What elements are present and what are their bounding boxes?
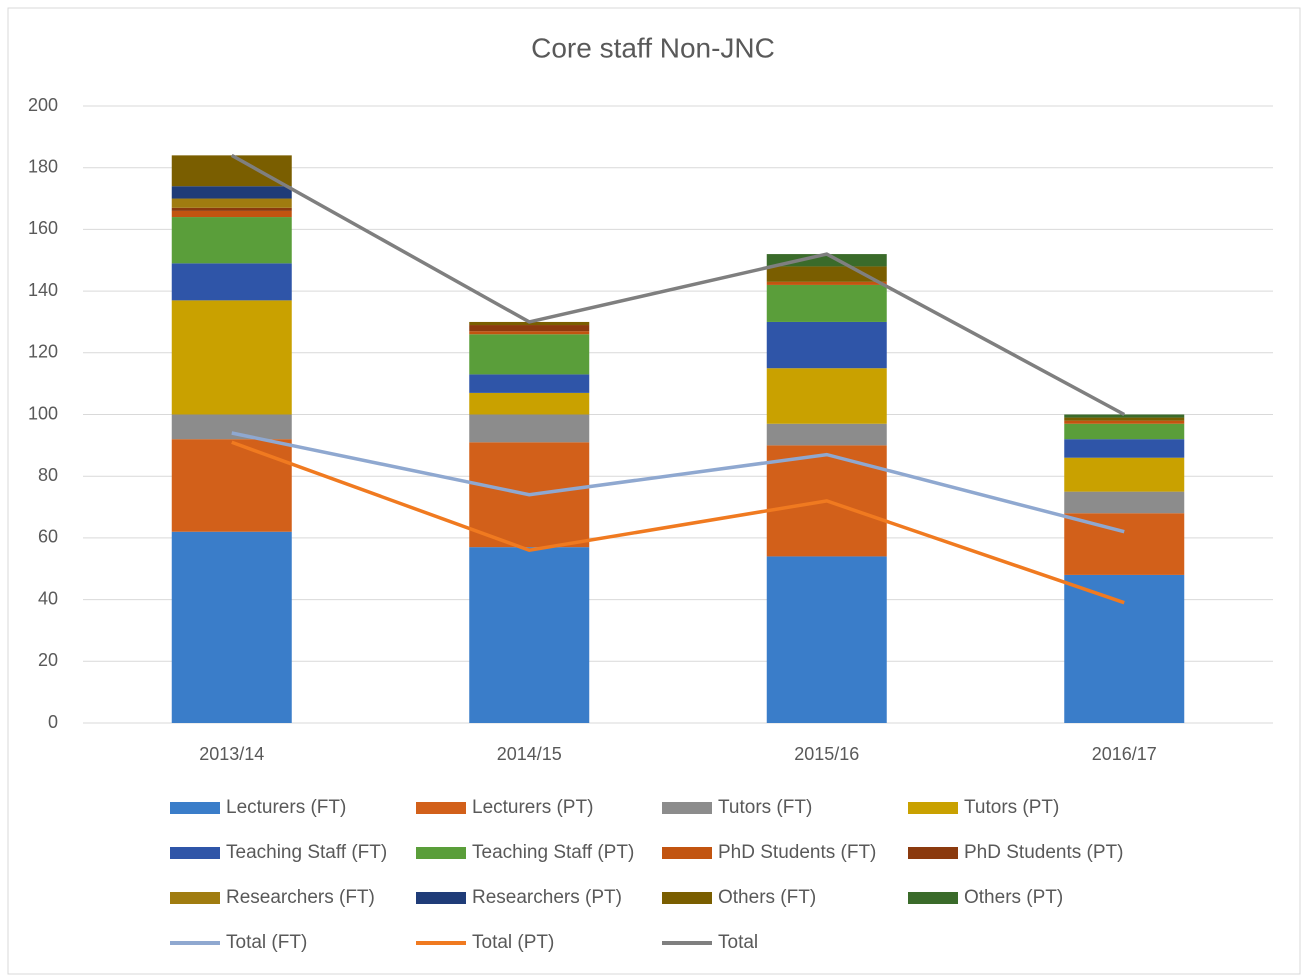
bar-segment [766,254,887,267]
bar-segment [469,374,590,393]
bar-segment [171,217,292,264]
legend-label: Tutors (FT) [718,797,812,818]
y-tick-label: 140 [28,280,58,300]
y-tick-label: 40 [38,588,58,608]
legend-label: Lecturers (FT) [226,797,346,818]
bar-segment [766,281,887,285]
legend-swatch [416,847,466,859]
bar-segment [171,300,292,415]
bar-segment [171,263,292,301]
y-tick-label: 120 [28,342,58,362]
bar-segment [766,321,887,369]
line-series [231,440,1125,605]
legend-label: Others (FT) [718,887,816,908]
legend-label: PhD Students (FT) [718,842,876,863]
legend-swatch [662,847,712,859]
bar-segment [766,266,887,282]
legend-swatch [908,802,958,814]
legend-swatch [416,802,466,814]
y-tick-label: 200 [28,95,58,115]
bar-segment [171,210,292,218]
bar-segment [171,198,292,208]
legend-label: Total (PT) [472,932,554,953]
legend-label: Researchers (PT) [472,887,622,908]
x-tick-label: 2013/14 [199,744,264,764]
bar-segment [469,392,590,415]
legend-swatch [416,892,466,904]
legend-label: Lecturers (PT) [472,797,593,818]
bar-segment [469,331,590,335]
y-tick-label: 160 [28,218,58,238]
x-tick-label: 2016/17 [1092,744,1157,764]
chart-title: Core staff Non-JNC [531,32,775,63]
y-tick-label: 180 [28,156,58,176]
bar-segment [766,368,887,424]
y-tick-label: 20 [38,650,58,670]
bar-segment [1064,423,1185,440]
bar-segment [766,284,887,322]
bar-segment [1064,457,1185,492]
y-tick-label: 60 [38,527,58,547]
legend-label: Teaching Staff (PT) [472,842,634,863]
bar-segment [469,334,590,375]
bar-segment [1064,414,1185,418]
bar-segment [171,531,292,723]
legend-swatch [662,802,712,814]
legend-label: Teaching Staff (FT) [226,842,387,863]
bar-segment [171,439,292,532]
legend-swatch [170,847,220,859]
bar-segment [1064,417,1185,421]
bar-segment [469,414,590,443]
legend-swatch [662,892,712,904]
legend-label: Total [718,932,758,953]
y-tick-label: 0 [48,712,58,732]
legend-label: Researchers (FT) [226,887,375,908]
x-tick-label: 2014/15 [497,744,562,764]
legend-swatch [170,802,220,814]
legend-label: Others (PT) [964,887,1063,908]
bar-segment [766,556,887,723]
x-tick-label: 2015/16 [794,744,859,764]
bar-segment [469,325,590,332]
bar-segment [1064,513,1185,575]
legend-label: Tutors (PT) [964,797,1059,818]
bar-segment [1064,491,1185,514]
bar-segment [171,207,292,211]
legend-swatch [908,892,958,904]
legend-swatch [170,892,220,904]
bar-segment [1064,420,1185,424]
bar-segment [171,155,292,187]
legend-swatch [908,847,958,859]
legend-label: Total (FT) [226,932,307,953]
y-tick-label: 100 [28,403,58,423]
bar-segment [1064,439,1185,458]
line-series [230,153,1126,417]
bar-segment [469,547,590,723]
bar-segment [1064,574,1185,723]
line-series [231,431,1125,534]
bar-segment [171,186,292,199]
legend-label: PhD Students (PT) [964,842,1123,863]
y-tick-label: 80 [38,465,58,485]
bar-segment [171,414,292,440]
bar-segment [766,423,887,446]
